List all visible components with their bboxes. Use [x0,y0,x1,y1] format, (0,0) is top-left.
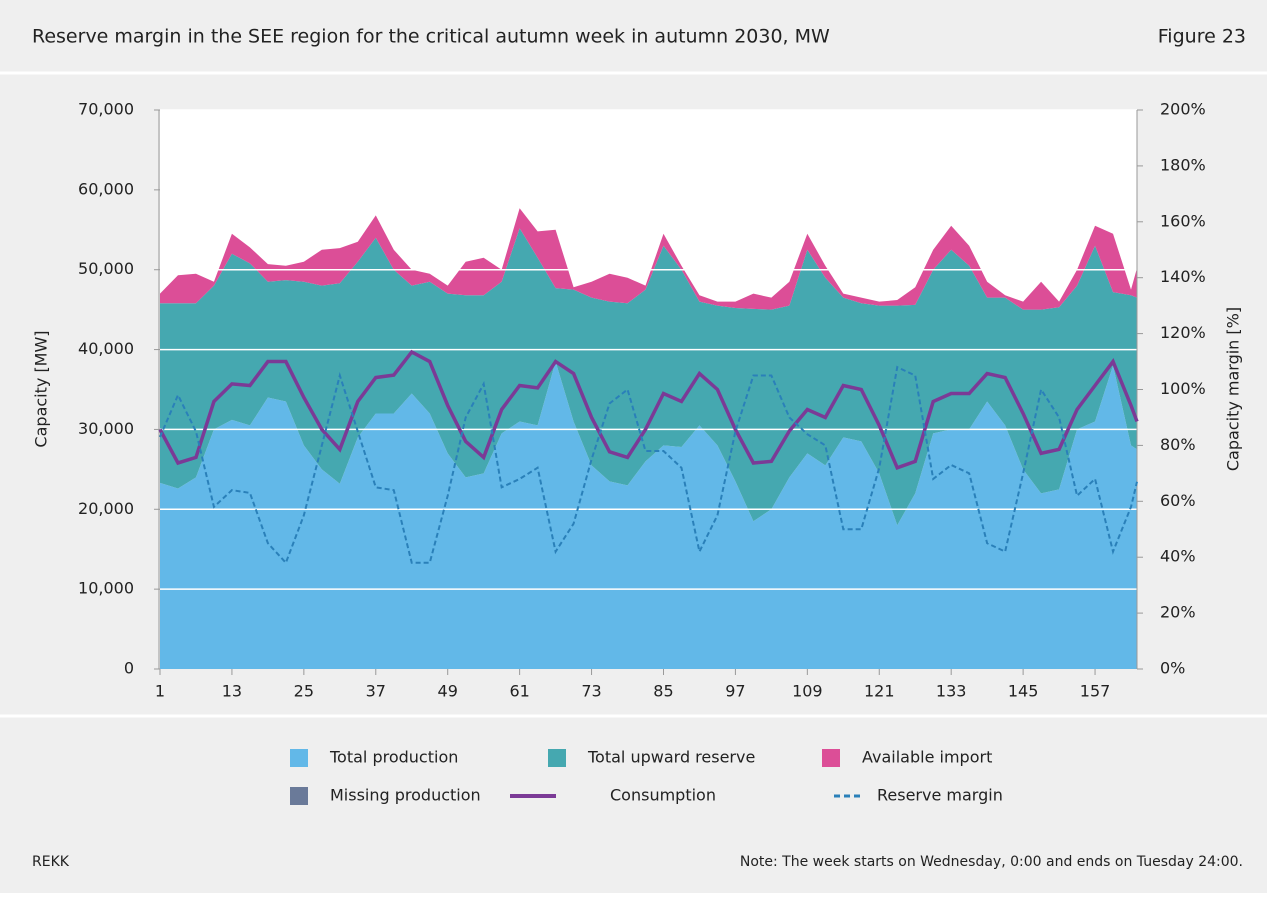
y2-tick-label: 80% [1160,435,1196,454]
legend-label: Available import [862,748,992,767]
line [158,349,1139,470]
x-tick-label: 133 [936,682,967,701]
legend-swatch [290,787,308,805]
y-axis-label: Capacity [MW] [32,330,51,447]
area [160,228,1137,526]
y2-tick-label: 140% [1160,267,1206,286]
y-tick-label: 10,000 [78,579,134,598]
x-tick-label: 37 [366,682,386,701]
y2-tick-label: 200% [1160,100,1206,119]
x-tick-label: 1 [155,682,165,701]
x-tick-label: 109 [792,682,823,701]
y2-tick-label: 100% [1160,379,1206,398]
legend-label: Consumption [610,786,716,805]
y2-tick-label: 0% [1160,659,1185,678]
y2-tick-label: 20% [1160,603,1196,622]
y-tick-label: 0 [124,659,134,678]
x-tick-label: 145 [1008,682,1039,701]
y2-tick-label: 40% [1160,547,1196,566]
y2-tick-label: 120% [1160,323,1206,342]
legend-label: Total upward reserve [587,748,755,767]
x-tick-label: 61 [509,682,529,701]
header-title: Reserve margin in the SEE region for the… [32,26,830,48]
x-tick-label: 25 [294,682,314,701]
y-tick-label: 70,000 [78,100,134,119]
area [160,208,1137,310]
area [160,361,1137,669]
x-tick-label: 73 [581,682,601,701]
y-tick-label: 50,000 [78,259,134,278]
x-tick-label: 97 [725,682,745,701]
x-tick-label: 121 [864,682,895,701]
y-tick-label: 30,000 [78,419,134,438]
y-tick-label: 40,000 [78,339,134,358]
y2-axis-label: Capacity margin [%] [1224,307,1243,471]
legend-label: Reserve margin [877,786,1003,805]
legend-swatch [290,749,308,767]
legend-swatch [548,749,566,767]
x-tick-label: 157 [1080,682,1111,701]
y-tick-label: 20,000 [78,499,134,518]
y2-tick-label: 160% [1160,211,1206,230]
legend-label: Missing production [330,786,481,805]
line [159,365,1138,565]
y-tick-label: 60,000 [78,179,134,198]
note: Note: The week starts on Wednesday, 0:00… [740,854,1243,870]
source: REKK [32,854,70,870]
figure-number: Figure 23 [1158,26,1246,48]
legend-label: Total production [329,748,458,767]
y2-tick-label: 180% [1160,155,1206,174]
y2-tick-label: 60% [1160,491,1196,510]
legend-swatch [822,749,840,767]
x-tick-label: 13 [222,682,242,701]
x-tick-label: 85 [653,682,673,701]
x-tick-label: 49 [438,682,458,701]
